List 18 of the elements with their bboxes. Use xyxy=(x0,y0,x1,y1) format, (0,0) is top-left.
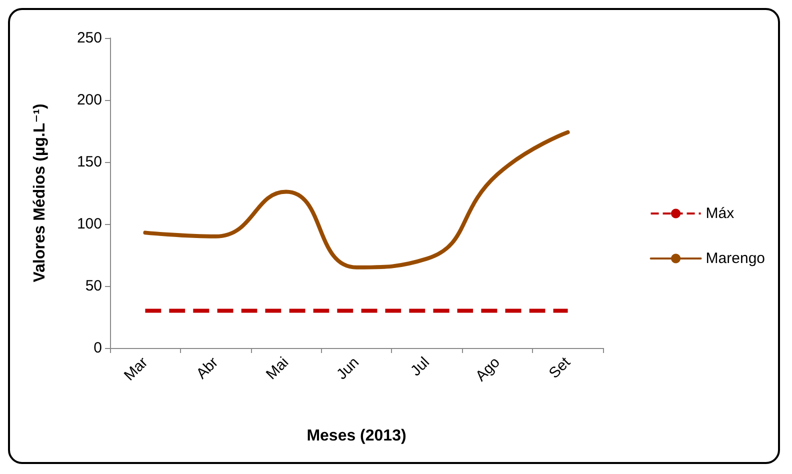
x-tick-label: Jun xyxy=(333,354,363,384)
legend-label: Máx xyxy=(706,205,735,222)
y-axis-title: Valores Médios (µg.L⁻¹) xyxy=(32,104,48,282)
y-tick-label: 100 xyxy=(76,216,102,232)
x-tick-label: Mai xyxy=(262,354,292,384)
y-tick-label: 250 xyxy=(76,30,102,46)
y-tick-label: 0 xyxy=(94,340,102,356)
x-tick-label: Mar xyxy=(120,354,152,384)
line-series xyxy=(143,130,570,270)
x-tick-label: Jul xyxy=(407,354,433,380)
x-tick-label: Set xyxy=(546,353,574,382)
legend-label: Marengo xyxy=(706,250,765,267)
y-tick-label: 200 xyxy=(76,92,102,108)
x-tick-label: Ago xyxy=(472,354,504,385)
x-tick-label: Abr xyxy=(193,354,222,383)
y-tick-label: 150 xyxy=(76,154,102,170)
y-tick-label: 50 xyxy=(85,278,102,294)
x-axis-title: Meses (2013) xyxy=(306,428,406,444)
